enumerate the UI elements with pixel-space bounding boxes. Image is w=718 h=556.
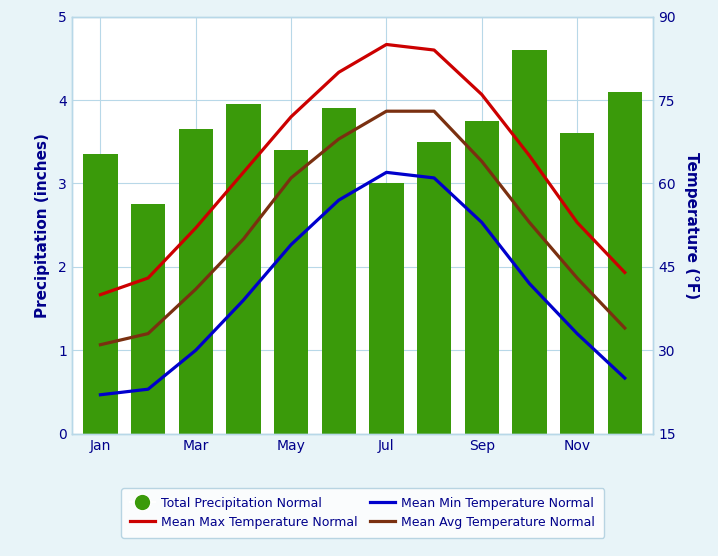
Bar bbox=[465, 121, 499, 434]
Bar bbox=[131, 205, 165, 434]
Y-axis label: Temperature (°F): Temperature (°F) bbox=[684, 152, 699, 299]
Bar bbox=[607, 92, 642, 434]
Bar bbox=[274, 150, 308, 434]
Legend: Total Precipitation Normal, Mean Max Temperature Normal, Mean Min Temperature No: Total Precipitation Normal, Mean Max Tem… bbox=[121, 488, 604, 538]
Bar bbox=[512, 50, 546, 434]
Bar bbox=[560, 133, 595, 434]
Bar bbox=[417, 142, 451, 434]
Bar bbox=[179, 130, 213, 434]
Bar bbox=[369, 183, 404, 434]
Bar bbox=[83, 154, 118, 434]
Bar bbox=[322, 108, 356, 434]
Y-axis label: Precipitation (inches): Precipitation (inches) bbox=[34, 133, 50, 317]
Bar bbox=[226, 105, 261, 434]
